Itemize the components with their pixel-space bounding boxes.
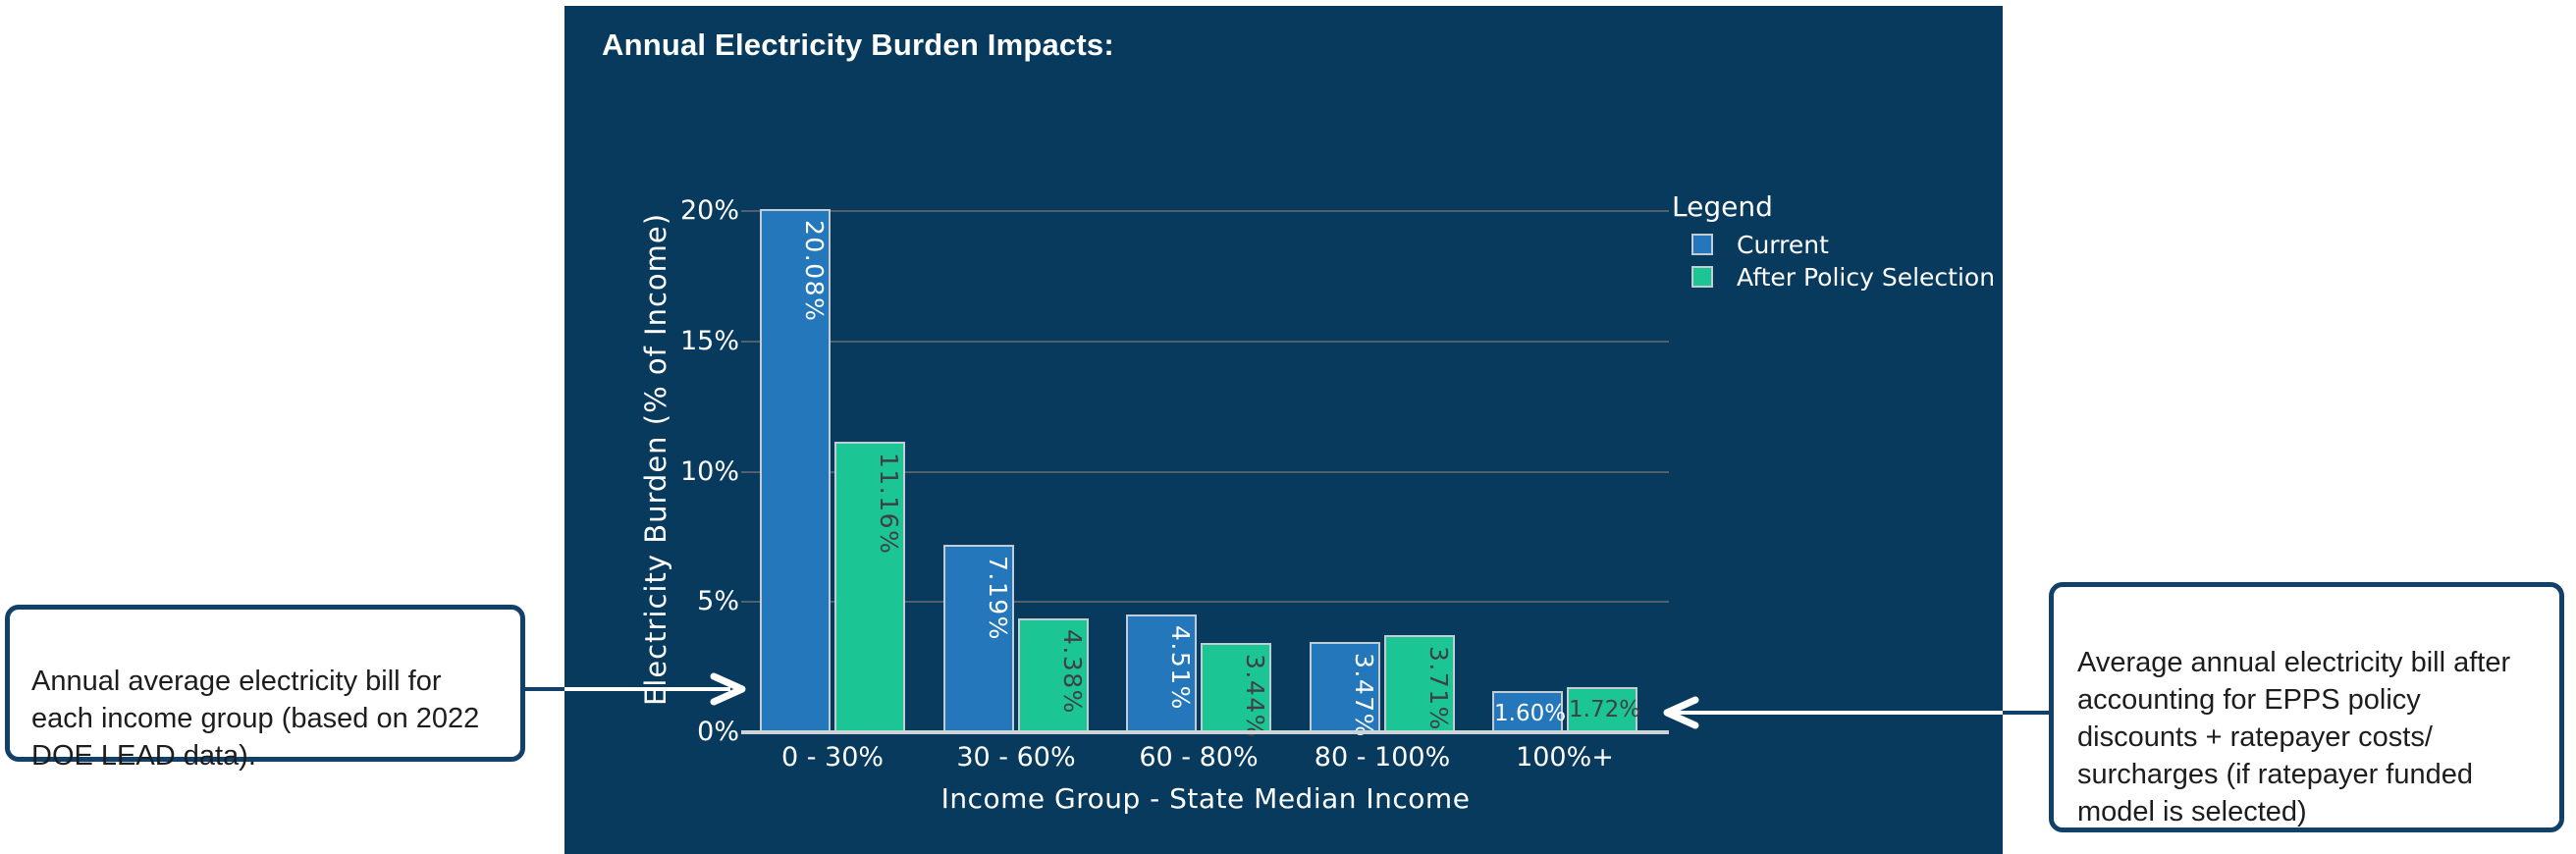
bar-current-80 - 100%[interactable]: 3.47% (1310, 642, 1380, 738)
bar-value-label: 7.19% (984, 556, 1012, 641)
left-annotation-box: Annual average electricity bill for each… (5, 605, 525, 772)
bar-after-policy-30 - 60%[interactable]: 4.38% (1018, 618, 1089, 732)
bar-after-policy-100%+[interactable]: 1.72% (1567, 687, 1641, 732)
right-annotation-box: Average annual electricity bill after ac… (2049, 582, 2564, 832)
bar-value-label: 20.08% (800, 220, 829, 323)
gridline-20% (741, 210, 1669, 212)
bar-value-label: 3.71% (1424, 646, 1453, 731)
right-annotation-arrow (1663, 696, 2051, 729)
x-tick-label-30 - 60%: 30 - 60% (956, 742, 1076, 773)
legend-swatch-after-policy-icon (1691, 266, 1713, 288)
x-tick-label-0 - 30%: 0 - 30% (780, 742, 885, 773)
bar-after-policy-80 - 100%[interactable]: 3.71% (1384, 635, 1455, 732)
x-axis-title: Income Group - State Median Income (940, 782, 1471, 815)
right-chevron-icon (710, 672, 746, 706)
gridline-10% (741, 471, 1669, 473)
bar-value-label: 3.44% (1241, 654, 1269, 739)
gridline-15% (741, 341, 1669, 343)
left-annotation-text: Annual average electricity bill for each… (31, 666, 480, 772)
x-tick-label-100%+: 100%+ (1516, 742, 1614, 773)
bar-after-policy-60 - 80%[interactable]: 3.44% (1201, 643, 1271, 739)
bar-current-0 - 30%[interactable]: 20.08% (760, 209, 831, 732)
x-tick-label-80 - 100%: 80 - 100% (1314, 742, 1451, 773)
bar-value-label: 3.47% (1350, 653, 1378, 738)
legend: Legend Current After Policy Selection (1672, 190, 1995, 297)
y-tick-label-10%: 10% (679, 456, 739, 487)
right-annotation-text: Average annual electricity bill after ac… (2077, 647, 2511, 827)
chart-title: Annual Electricity Burden Impacts: (602, 27, 1114, 62)
x-axis-line (741, 730, 1669, 734)
y-axis-title: Electricity Burden (% of Income) (639, 212, 672, 707)
bar-value-label: 4.38% (1058, 629, 1087, 715)
gridline-5% (741, 601, 1669, 603)
bar-current-100%+[interactable]: 1.60% (1492, 691, 1567, 732)
legend-item-after-policy[interactable]: After Policy Selection (1691, 262, 1996, 292)
legend-swatch-current-icon (1691, 234, 1713, 255)
bar-current-30 - 60%[interactable]: 7.19% (943, 545, 1014, 732)
y-tick-label-20%: 20% (679, 195, 739, 226)
left-chevron-icon (1663, 696, 1699, 729)
y-tick-label-5%: 5% (697, 586, 739, 616)
legend-title: Legend (1672, 190, 1773, 223)
bar-value-label: 11.16% (875, 453, 903, 556)
y-tick-label-0%: 0% (697, 717, 739, 747)
legend-label-current: Current (1737, 230, 1829, 259)
bar-value-label: 4.51% (1166, 625, 1195, 711)
bar-after-policy-0 - 30%[interactable]: 11.16% (834, 442, 905, 732)
x-tick-label-60 - 80%: 60 - 80% (1139, 742, 1259, 773)
legend-item-current[interactable]: Current (1691, 230, 1995, 259)
bar-value-label: 1.72% (1569, 697, 1641, 722)
left-annotation-arrow (523, 672, 746, 706)
bar-value-label: 1.60% (1494, 701, 1567, 726)
bar-current-60 - 80%[interactable]: 4.51% (1126, 614, 1197, 732)
y-tick-label-15%: 15% (679, 326, 739, 356)
legend-label-after-policy: After Policy Selection (1737, 262, 1996, 292)
